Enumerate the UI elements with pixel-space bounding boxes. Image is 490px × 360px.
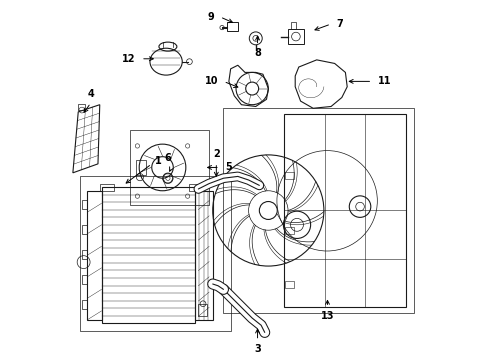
Text: 2: 2 xyxy=(213,149,220,159)
Text: 4: 4 xyxy=(87,89,94,99)
Bar xyxy=(190,184,204,191)
Bar xyxy=(87,191,101,320)
Text: 5: 5 xyxy=(225,162,232,172)
Bar xyxy=(258,183,260,188)
Bar xyxy=(285,226,294,234)
Bar xyxy=(288,30,304,44)
Bar xyxy=(285,281,294,288)
Text: 1: 1 xyxy=(155,156,162,166)
Bar xyxy=(227,22,238,31)
Bar xyxy=(100,184,114,191)
Text: 6: 6 xyxy=(165,153,172,163)
Text: 12: 12 xyxy=(122,54,136,64)
Text: 10: 10 xyxy=(205,76,218,86)
Text: 3: 3 xyxy=(254,344,261,354)
Bar xyxy=(101,187,195,323)
Bar xyxy=(80,176,231,330)
Text: 9: 9 xyxy=(208,12,215,22)
Text: 8: 8 xyxy=(254,48,261,58)
Bar xyxy=(78,104,85,110)
Text: 13: 13 xyxy=(321,311,334,321)
Bar xyxy=(198,304,207,316)
Bar xyxy=(291,22,295,30)
Bar xyxy=(136,160,147,175)
Bar xyxy=(195,191,213,320)
Bar xyxy=(82,200,87,209)
Bar xyxy=(196,186,199,192)
Bar xyxy=(223,108,414,313)
Bar xyxy=(82,300,87,309)
Text: 7: 7 xyxy=(337,19,343,29)
Bar xyxy=(285,172,294,180)
Bar xyxy=(82,250,87,259)
Bar xyxy=(82,275,87,284)
Bar xyxy=(82,225,87,234)
Text: 11: 11 xyxy=(378,76,391,86)
Bar xyxy=(130,130,209,205)
Bar xyxy=(285,114,406,307)
